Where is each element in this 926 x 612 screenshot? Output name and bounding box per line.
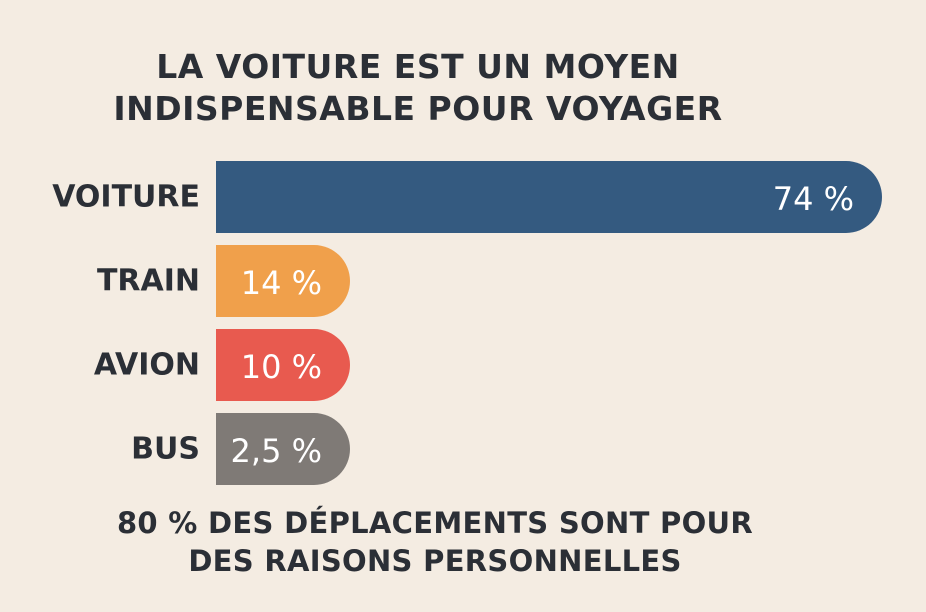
bar	[216, 161, 882, 233]
footer-line-2: DES RAISONS PERSONNELLES	[188, 544, 682, 578]
chart-title-line-2: INDISPENSABLE POUR VOYAGER	[113, 89, 723, 128]
bar	[216, 329, 350, 401]
category-label: AVION	[94, 348, 200, 383]
chart-title-line-1: LA VOITURE EST UN MOYEN	[156, 47, 680, 86]
value-label: 74 %	[773, 180, 854, 218]
value-label: 2,5 %	[231, 432, 322, 470]
value-label: 10 %	[241, 348, 322, 386]
bar	[216, 245, 350, 317]
footer-line-1: 80 % DES DÉPLACEMENTS SONT POUR	[116, 506, 754, 540]
bar	[216, 413, 350, 485]
value-label: 14 %	[241, 264, 322, 302]
chart-title: LA VOITURE EST UN MOYEN INDISPENSABLE PO…	[0, 46, 836, 130]
footer-note: 80 % DES DÉPLACEMENTS SONT POUR DES RAIS…	[0, 504, 870, 580]
category-label: TRAIN	[97, 264, 200, 299]
category-label: VOITURE	[52, 180, 200, 215]
category-label: BUS	[131, 432, 200, 467]
